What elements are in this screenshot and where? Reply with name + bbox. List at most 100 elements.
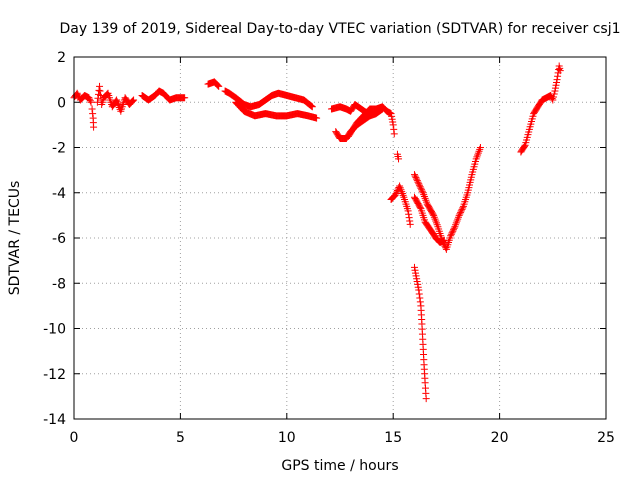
data-point bbox=[406, 217, 414, 225]
data-point bbox=[416, 203, 424, 211]
data-point bbox=[96, 87, 104, 95]
data-point bbox=[548, 94, 556, 102]
data-point bbox=[390, 130, 398, 138]
data-point bbox=[429, 210, 437, 218]
data-point bbox=[459, 204, 467, 212]
data-point bbox=[86, 95, 94, 103]
data-point bbox=[457, 208, 465, 216]
data-point bbox=[88, 105, 96, 113]
data-point bbox=[89, 110, 97, 118]
x-axis-label: GPS time / hours bbox=[281, 458, 398, 474]
data-point bbox=[455, 211, 463, 219]
data-point bbox=[90, 123, 98, 131]
data-point bbox=[404, 207, 412, 215]
data-point bbox=[413, 175, 421, 183]
data-point bbox=[128, 97, 136, 105]
data-point bbox=[415, 290, 423, 298]
data-point bbox=[550, 93, 558, 101]
y-tick-label: -10 bbox=[43, 322, 66, 338]
data-point bbox=[410, 171, 418, 179]
data-point bbox=[449, 226, 457, 234]
data-point bbox=[214, 82, 222, 90]
data-point bbox=[415, 286, 423, 294]
data-point bbox=[447, 230, 455, 238]
data-point bbox=[313, 114, 321, 122]
data-point bbox=[476, 144, 484, 151]
y-tick-label: -8 bbox=[52, 276, 66, 292]
y-axis-label: SDTVAR / TECUs bbox=[7, 181, 23, 296]
data-point bbox=[440, 236, 448, 244]
data-point bbox=[556, 67, 564, 75]
y-tick-label: -14 bbox=[43, 412, 66, 428]
data-point bbox=[389, 121, 397, 129]
data-point bbox=[308, 103, 316, 111]
data-point bbox=[129, 97, 137, 105]
data-point bbox=[418, 187, 426, 195]
data-point bbox=[392, 190, 400, 198]
y-tick-label: -6 bbox=[52, 231, 66, 247]
data-point bbox=[405, 210, 413, 218]
data-point bbox=[547, 91, 555, 99]
data-point bbox=[549, 96, 557, 104]
data-point bbox=[96, 82, 104, 90]
x-tick-label: 5 bbox=[176, 430, 185, 446]
y-tick-label: -2 bbox=[52, 141, 66, 157]
data-point bbox=[520, 142, 528, 150]
data-point bbox=[416, 298, 424, 306]
data-point bbox=[215, 82, 223, 90]
data-point bbox=[413, 177, 421, 185]
data-point bbox=[447, 232, 455, 240]
x-tick-label: 20 bbox=[491, 430, 509, 446]
data-point bbox=[405, 214, 413, 222]
data-point bbox=[456, 210, 464, 218]
data-point bbox=[103, 90, 111, 98]
data-point bbox=[416, 294, 424, 302]
data-point bbox=[450, 224, 458, 232]
x-tick-label: 0 bbox=[70, 430, 79, 446]
data-point bbox=[416, 183, 424, 191]
data-point bbox=[87, 98, 95, 106]
x-tick-label: 25 bbox=[597, 430, 615, 446]
data-point bbox=[411, 172, 419, 180]
data-point bbox=[415, 180, 423, 188]
data-point bbox=[308, 102, 316, 110]
data-point bbox=[74, 91, 82, 99]
data-point bbox=[449, 227, 457, 235]
x-tick-label: 15 bbox=[384, 430, 402, 446]
y-tick-label: -4 bbox=[52, 186, 66, 202]
data-point bbox=[458, 205, 466, 213]
data-point bbox=[457, 207, 465, 215]
data-point bbox=[406, 220, 414, 228]
y-tick-label: -12 bbox=[43, 367, 66, 383]
data-point bbox=[73, 89, 81, 97]
data-point bbox=[391, 191, 399, 199]
data-point bbox=[555, 65, 563, 73]
data-point bbox=[415, 181, 423, 189]
data-point bbox=[395, 155, 403, 163]
data-point bbox=[554, 72, 562, 80]
grid bbox=[74, 57, 606, 419]
data-point bbox=[213, 81, 221, 89]
data-point bbox=[550, 90, 558, 98]
data-point bbox=[307, 102, 315, 110]
data-point bbox=[412, 174, 420, 182]
y-tick-label: 2 bbox=[57, 50, 66, 66]
data-point bbox=[448, 229, 456, 237]
data-point bbox=[86, 97, 94, 105]
data-points bbox=[70, 62, 564, 403]
data-point bbox=[85, 94, 93, 102]
x-tick-label: 10 bbox=[278, 430, 296, 446]
data-point bbox=[414, 178, 422, 186]
chart-title: Day 139 of 2019, Sidereal Day-to-day VTE… bbox=[59, 21, 620, 37]
data-point bbox=[417, 184, 425, 192]
data-point bbox=[422, 395, 430, 403]
data-point bbox=[181, 94, 189, 102]
data-point bbox=[95, 86, 103, 94]
data-point bbox=[130, 96, 138, 104]
y-tick-label: 0 bbox=[57, 95, 66, 111]
data-point bbox=[418, 186, 426, 194]
data-point bbox=[553, 76, 561, 84]
data-point bbox=[390, 125, 398, 133]
